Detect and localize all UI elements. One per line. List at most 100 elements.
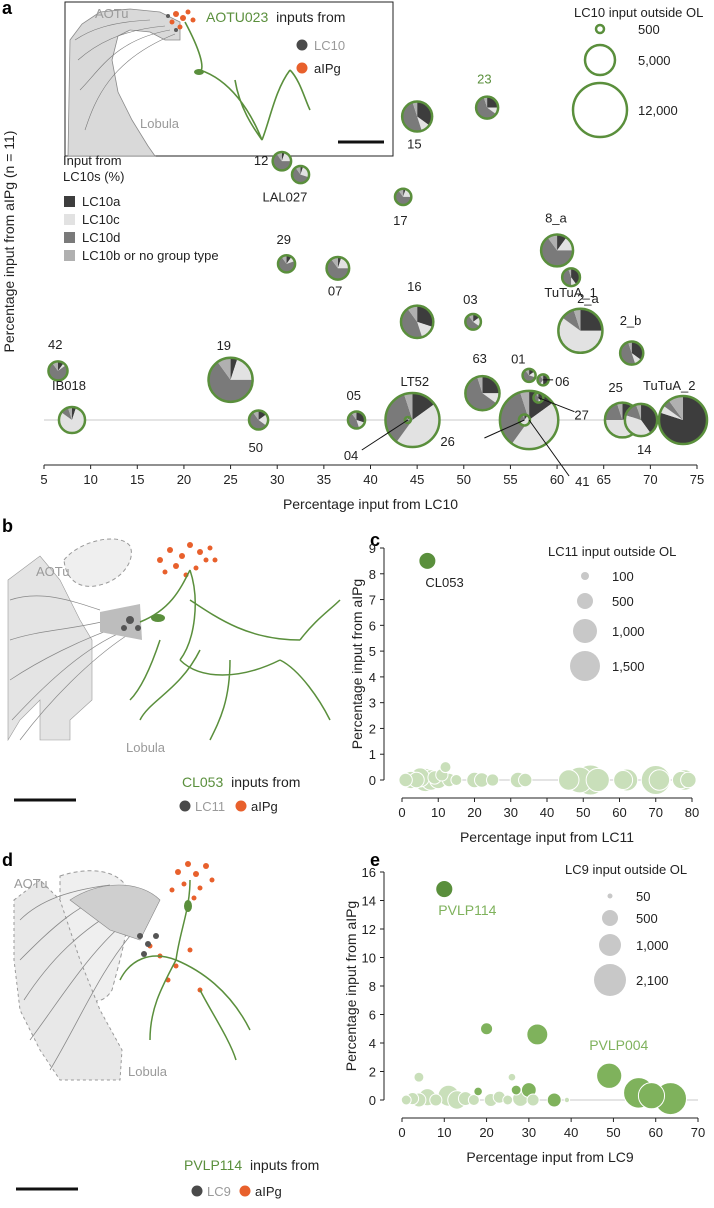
chart-a: 51015202530354045505560657075012345678Pe…	[1, 72, 709, 512]
data-point	[648, 769, 671, 791]
y-tick-label: 16	[362, 865, 376, 880]
data-point	[467, 1093, 480, 1107]
point-label-IB018: IB018	[52, 378, 86, 393]
point-label-16: 16	[407, 279, 421, 294]
point-label-23: 23	[477, 72, 491, 87]
point-label-06: 06	[555, 374, 569, 389]
pie-slice	[57, 361, 64, 371]
panel-c-size-legend: LC11 input outside OL 100 500 1,000 1,50…	[548, 544, 676, 681]
data-point	[596, 1062, 623, 1089]
pie-07	[325, 255, 351, 281]
y-tick-label: 4	[369, 670, 376, 685]
point-label-17: 17	[393, 213, 407, 228]
pie-slice	[356, 420, 365, 429]
c-size-100: 100	[612, 569, 634, 584]
x-tick-label: 30	[522, 1125, 536, 1140]
size-legend-5000: 5,000	[638, 53, 671, 68]
x-axis-title: Percentage input from LC10	[283, 496, 458, 512]
point-label-14: 14	[637, 442, 651, 457]
pie-slice	[417, 305, 434, 327]
pie-outline	[560, 267, 582, 288]
pie-outline	[623, 402, 659, 438]
leader-line-04	[361, 419, 409, 451]
pie-outline	[57, 405, 87, 435]
pie-slice	[483, 96, 488, 108]
pie-03	[464, 312, 483, 331]
aotu023-name: AOTU023	[206, 9, 268, 25]
cl053-neuron-illustration	[129, 569, 341, 741]
chart-c: 0 10 20 30 40 50 60 70 80 0 1 2 3 4 5 6 7 8 9 Percentage in…	[349, 541, 699, 845]
y-tick-label: 1	[369, 747, 376, 762]
pie-slice	[558, 317, 603, 353]
y-tick-label: 0	[369, 1093, 376, 1108]
aipg-legend-marker	[296, 62, 308, 74]
x-tick-label: 55	[503, 472, 517, 487]
lc10c-swatch	[64, 214, 75, 225]
point-label-TuTuA_2: TuTuA_2	[643, 378, 696, 393]
inputs-from-b: inputs from	[231, 774, 300, 790]
data-point	[473, 1086, 483, 1097]
data-point	[429, 1093, 443, 1107]
x-tick-label: 75	[690, 472, 704, 487]
y-tick-label: 4	[369, 1036, 376, 1051]
pie-slice	[487, 107, 499, 115]
orange-synapse-cluster	[166, 9, 196, 32]
point-label-50: 50	[249, 440, 263, 455]
point-label-19: 19	[217, 338, 231, 353]
pie-slice	[668, 395, 684, 420]
x-tick-label: 70	[649, 805, 663, 820]
y-tick-label: 10	[362, 951, 376, 966]
y-axis-title: Percentage input from aIPg	[349, 579, 365, 749]
x-tick-label: 10	[83, 472, 97, 487]
pie-slice	[58, 407, 86, 434]
x-tick-label: 45	[410, 472, 424, 487]
data-point-CL053	[419, 552, 436, 569]
point-label-TuTuA_1: TuTuA_1	[544, 285, 597, 300]
x-tick-label: 10	[437, 1125, 451, 1140]
pie-outline	[47, 360, 69, 382]
point-label-2_a: 2_a	[577, 291, 599, 306]
data-point	[435, 880, 454, 899]
c-size-1000: 1,000	[612, 624, 645, 639]
x-tick-label: 60	[550, 472, 564, 487]
pie-outline	[325, 255, 351, 281]
data-point	[563, 1096, 571, 1104]
pie-TuTuA_2	[657, 394, 709, 446]
pie-slice	[258, 414, 269, 426]
x-tick-label: 70	[643, 472, 657, 487]
pie-outline	[532, 391, 545, 404]
pie-outline	[247, 409, 270, 431]
pie-slice	[403, 189, 412, 197]
lc10a-label: LC10a	[82, 194, 121, 209]
lc9-legend-label: LC9	[207, 1184, 231, 1199]
pie-slice	[57, 363, 66, 371]
pie-outline	[474, 95, 500, 120]
x-axis-title: Percentage input from LC11	[460, 829, 634, 845]
pie-outline	[271, 150, 293, 172]
pie-slice	[331, 256, 338, 269]
pie-16	[399, 304, 435, 340]
point-label-LT52: LT52	[400, 374, 429, 389]
panel-a-letter: a	[2, 0, 13, 18]
pie-slice	[465, 315, 480, 330]
pie-outline	[276, 254, 297, 274]
lc10d-label: LC10d	[82, 230, 120, 245]
panel-d-letter: d	[2, 850, 13, 870]
y-tick-label: 8	[369, 567, 376, 582]
data-point	[480, 1022, 494, 1036]
inputs-from-text: inputs from	[276, 9, 345, 25]
x-tick-label: 70	[691, 1125, 705, 1140]
x-tick-label: 50	[606, 1125, 620, 1140]
pie-05	[346, 410, 367, 430]
point-label-03: 03	[463, 292, 477, 307]
pie-slice	[511, 402, 559, 450]
point-label-63: 63	[472, 351, 486, 366]
x-tick-label: 50	[457, 472, 471, 487]
pie-slice	[249, 412, 267, 430]
data-point	[507, 1072, 517, 1082]
pie-29	[276, 254, 297, 274]
data-point	[585, 767, 610, 793]
y-tick-label: 12	[362, 922, 376, 937]
point-label-07: 07	[328, 283, 342, 298]
